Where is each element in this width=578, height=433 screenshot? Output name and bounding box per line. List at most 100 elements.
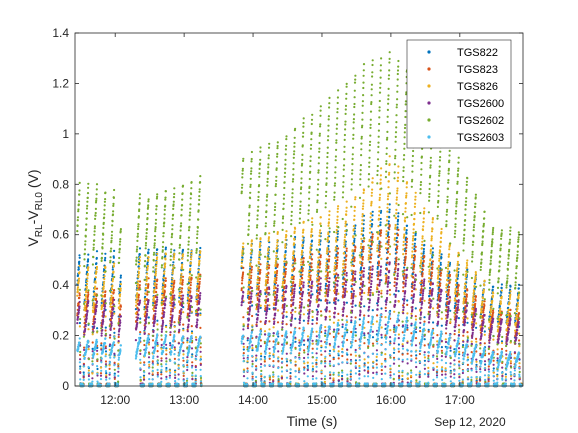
data-point — [444, 332, 448, 335]
data-point — [401, 378, 404, 381]
data-point — [439, 284, 442, 287]
data-point — [361, 258, 364, 261]
data-point — [285, 323, 288, 326]
data-point — [404, 252, 407, 255]
data-point — [349, 353, 353, 356]
data-point — [242, 316, 245, 319]
data-point — [363, 314, 366, 317]
data-point — [328, 310, 331, 313]
data-point — [387, 233, 390, 236]
data-point — [393, 284, 396, 287]
data-point — [423, 243, 426, 247]
data-point — [147, 251, 150, 255]
data-point — [104, 256, 107, 260]
data-point — [147, 248, 150, 251]
data-point — [86, 280, 89, 283]
data-point — [110, 287, 114, 291]
data-point — [242, 368, 246, 371]
data-point — [275, 274, 278, 277]
data-point — [173, 279, 176, 282]
data-point — [182, 353, 185, 356]
data-point — [188, 276, 191, 279]
data-point — [414, 234, 417, 237]
data-point — [341, 374, 344, 378]
data-point — [109, 303, 112, 306]
data-point — [187, 291, 190, 294]
data-point — [427, 328, 430, 331]
data-point — [475, 337, 478, 340]
data-point — [260, 377, 263, 380]
data-point — [250, 268, 253, 271]
data-point — [337, 354, 340, 357]
data-point — [198, 253, 201, 257]
data-point — [353, 248, 357, 252]
data-point — [173, 321, 176, 324]
data-point — [277, 360, 280, 363]
data-point — [161, 288, 164, 291]
data-point — [397, 343, 400, 346]
data-point — [354, 331, 357, 334]
data-point — [427, 372, 430, 375]
data-point — [387, 231, 390, 234]
data-point — [171, 270, 174, 273]
data-point — [180, 277, 183, 280]
data-point — [189, 284, 192, 287]
data-point — [172, 258, 175, 261]
data-point — [102, 282, 105, 285]
data-point — [110, 296, 113, 300]
data-point — [352, 252, 355, 255]
data-point — [487, 352, 491, 355]
data-point — [111, 268, 114, 271]
data-point — [172, 289, 175, 292]
data-point — [164, 279, 167, 282]
data-point — [95, 267, 98, 271]
data-point — [415, 354, 418, 357]
data-point — [174, 370, 177, 374]
data-point — [371, 233, 374, 236]
data-point — [247, 290, 250, 293]
data-point — [285, 360, 289, 363]
data-point — [190, 255, 193, 258]
data-point — [119, 305, 122, 308]
data-point — [142, 376, 146, 379]
data-point — [154, 278, 157, 281]
data-point — [346, 358, 349, 361]
data-point — [248, 278, 251, 281]
data-point — [505, 349, 508, 352]
data-point — [387, 220, 390, 223]
data-point — [379, 231, 382, 234]
data-point — [387, 241, 390, 244]
data-point — [464, 306, 467, 310]
data-point — [257, 266, 260, 269]
data-point — [182, 359, 185, 362]
data-point — [465, 293, 468, 296]
data-point — [146, 272, 149, 275]
data-point — [294, 235, 297, 239]
data-point — [247, 285, 250, 288]
data-point — [153, 284, 156, 287]
data-point — [250, 239, 253, 242]
data-point — [169, 297, 173, 300]
data-point — [156, 371, 159, 374]
data-point — [380, 336, 383, 339]
data-point — [385, 276, 388, 279]
data-point — [439, 282, 442, 285]
data-point — [394, 262, 397, 265]
data-point — [285, 364, 289, 367]
data-point — [403, 261, 407, 264]
data-point — [190, 252, 193, 256]
data-point — [368, 281, 371, 284]
data-point — [113, 327, 116, 330]
data-point — [446, 297, 449, 300]
data-point — [100, 342, 103, 345]
data-point — [371, 223, 374, 226]
data-point — [268, 352, 271, 355]
data-point — [259, 306, 262, 309]
data-point — [387, 243, 390, 246]
data-point — [163, 265, 167, 268]
data-point — [181, 266, 184, 269]
data-point — [147, 343, 151, 346]
data-point — [310, 262, 313, 265]
data-point — [293, 267, 296, 270]
data-point — [137, 280, 140, 283]
